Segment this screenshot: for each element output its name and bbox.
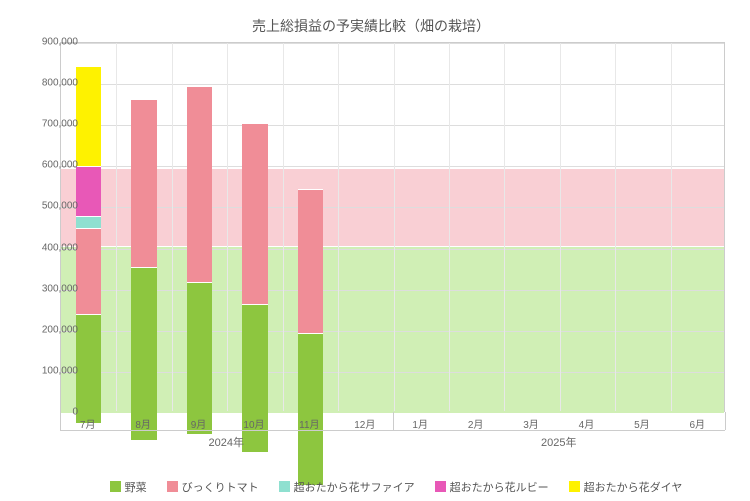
year-label: 2024年 <box>209 434 244 450</box>
legend-swatch <box>569 481 580 492</box>
x-axis-label: 5月 <box>634 416 650 431</box>
legend-item: 野菜 <box>110 479 147 495</box>
gridline <box>61 290 724 291</box>
legend-label: 超おたから花ルビー <box>450 482 549 494</box>
gridline <box>61 125 724 126</box>
bar-segment <box>76 216 101 228</box>
bar <box>298 115 323 411</box>
y-axis-label: 600,000 <box>23 160 78 171</box>
legend-item: 超おたから花ルビー <box>435 479 549 495</box>
bar-segment <box>76 166 101 215</box>
x-axis-label: 6月 <box>690 416 706 431</box>
year-group-tick <box>60 412 61 430</box>
x-axis-label: 12月 <box>354 416 375 431</box>
gridline <box>615 43 616 411</box>
y-axis-label: 800,000 <box>23 78 78 89</box>
x-axis-label: 3月 <box>523 416 539 431</box>
gridline <box>172 43 173 411</box>
legend-swatch <box>279 481 290 492</box>
year-group-line <box>60 430 393 431</box>
x-axis-label: 9月 <box>191 416 207 431</box>
gridline <box>560 43 561 411</box>
legend-swatch <box>435 481 446 492</box>
bar <box>76 53 101 411</box>
year-group-tick <box>725 412 726 430</box>
legend-label: 超おたから花ダイヤ <box>584 482 683 494</box>
chart-container: 売上総損益の予実績比較（畑の栽培） 野菜 びっくりトマト 超おたから花サファイア 超お… <box>0 0 750 501</box>
legend: 野菜 びっくりトマト 超おたから花サファイア 超おたから花ルビー 超おたから花ダイヤ <box>60 479 732 495</box>
y-axis-label: 0 <box>23 407 78 418</box>
legend-item: 超おたから花サファイア <box>279 479 415 495</box>
year-group-line <box>393 430 726 431</box>
gridline <box>61 207 724 208</box>
forecast-band <box>61 247 724 414</box>
x-axis-label: 10月 <box>243 416 264 431</box>
bar <box>242 82 267 411</box>
x-axis-label: 1月 <box>412 416 428 431</box>
bar-segment <box>76 66 101 167</box>
gridline <box>61 249 724 250</box>
legend-swatch <box>110 481 121 492</box>
gridline <box>449 43 450 411</box>
gridline <box>61 84 724 85</box>
x-axis-label: 11月 <box>299 416 319 431</box>
gridline <box>671 43 672 411</box>
bar-segment <box>131 99 156 268</box>
y-axis-label: 700,000 <box>23 119 78 130</box>
gridline <box>394 43 395 411</box>
bar-segment <box>298 333 323 485</box>
gridline <box>227 43 228 411</box>
legend-item: 超おたから花ダイヤ <box>569 479 683 495</box>
x-axis-label: 2月 <box>468 416 484 431</box>
y-axis-label: 500,000 <box>23 201 78 212</box>
legend-label: びっくりトマト <box>182 482 259 494</box>
bar-segment <box>298 189 323 333</box>
legend-label: 超おたから花サファイア <box>294 482 415 494</box>
gridline <box>504 43 505 411</box>
y-axis-label: 400,000 <box>23 242 78 253</box>
plot-area <box>60 42 725 412</box>
bar-segment <box>187 282 212 434</box>
legend-swatch <box>167 481 178 492</box>
gridline <box>61 43 724 44</box>
gridline <box>61 331 724 332</box>
year-group-tick <box>393 412 394 430</box>
y-axis-label: 100,000 <box>23 365 78 376</box>
gridline <box>61 166 724 167</box>
bar <box>187 64 212 411</box>
x-axis-label: 8月 <box>135 416 151 431</box>
chart-title: 売上総損益の予実績比較（畑の栽培） <box>10 10 732 44</box>
gridline <box>116 43 117 411</box>
gridline <box>283 43 284 411</box>
x-axis-label: 4月 <box>579 416 595 431</box>
x-axis-label: 7月 <box>80 416 96 431</box>
bar-segment <box>242 123 267 304</box>
bar <box>131 70 156 411</box>
y-axis-label: 900,000 <box>23 37 78 48</box>
bar-segment <box>76 228 101 314</box>
y-axis-label: 300,000 <box>23 283 78 294</box>
gridline <box>61 372 724 373</box>
gridline <box>338 43 339 411</box>
year-label: 2025年 <box>541 434 576 450</box>
y-axis-label: 200,000 <box>23 324 78 335</box>
bar-segment <box>76 314 101 423</box>
legend-item: びっくりトマト <box>167 479 259 495</box>
bar-segment <box>131 267 156 440</box>
legend-label: 野菜 <box>125 482 147 494</box>
bar-segment <box>187 86 212 281</box>
